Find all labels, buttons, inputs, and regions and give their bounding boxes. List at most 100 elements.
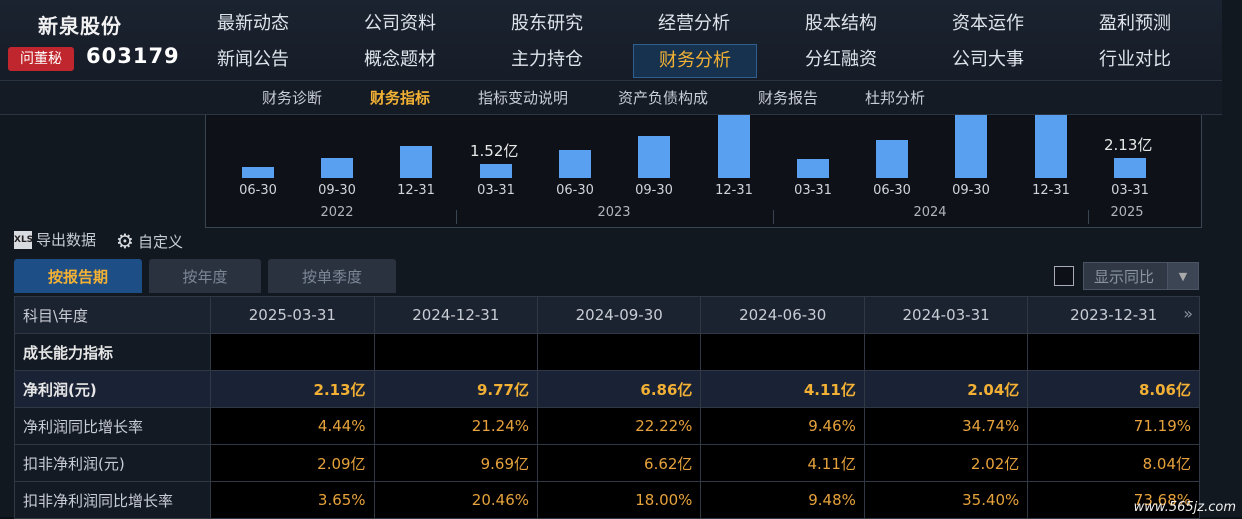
chevron-down-icon: ▼	[1167, 263, 1198, 289]
table-cell: 4.11亿	[700, 370, 865, 408]
table-row[interactable]: 净利润(元) 2.13亿 9.77亿 6.86亿 4.11亿 2.04亿 8.06亿	[13, 370, 1200, 408]
table-cell: 21.24%	[373, 407, 539, 445]
x-tick-label: 09-30	[318, 183, 356, 198]
tab-by-report-period[interactable]: 按报告期	[14, 259, 142, 293]
nav-item[interactable]: 盈利预测	[1099, 13, 1171, 34]
table-cell: 6.86亿	[536, 370, 702, 408]
table-cell: 8.06亿	[1027, 370, 1200, 408]
compare-label: 显示同比	[1094, 268, 1155, 286]
sub-navigation: 财务诊断 财务指标 指标变动说明 资产负债构成 财务报告 杜邦分析	[0, 80, 1222, 114]
subnav-item[interactable]: 财务报告	[758, 89, 819, 107]
row-label: 扣非净利润同比增长率	[13, 481, 212, 519]
nav-item[interactable]: 分红融资	[805, 49, 877, 70]
table-cell	[536, 333, 702, 371]
row-label: 净利润同比增长率	[13, 407, 212, 445]
nav-item[interactable]: 财务分析	[633, 44, 757, 78]
table-section-row: 成长能力指标	[13, 333, 1200, 371]
chart-bar[interactable]	[321, 157, 353, 178]
column-header: 2024-09-30	[536, 296, 702, 334]
nav-item[interactable]: 公司大事	[952, 49, 1024, 70]
chart-bar[interactable]	[876, 140, 908, 178]
table-row[interactable]: 净利润同比增长率 4.44% 21.24% 22.22% 9.46% 34.74% 71.1…	[13, 407, 1200, 445]
nav-item[interactable]: 资本运作	[952, 13, 1024, 34]
ask-secretary-button[interactable]: 问董秘	[8, 47, 74, 71]
x-tick-label: 03-31	[1111, 183, 1149, 198]
subnav-item[interactable]: 杜邦分析	[865, 89, 926, 107]
x-tick-label: 12-31	[715, 183, 753, 198]
column-header: 2025-03-31	[210, 296, 375, 334]
chart-bar[interactable]	[400, 145, 432, 178]
compare-select[interactable]: 显示同比 ▼	[1083, 262, 1199, 290]
nav-item[interactable]: 主力持仓	[511, 49, 583, 70]
table-cell: 3.65%	[210, 481, 375, 519]
subnav-item[interactable]: 财务诊断	[262, 89, 323, 107]
table-row[interactable]: 扣非净利润同比增长率 3.65% 20.46% 18.00% 9.48% 35.40% 73…	[13, 481, 1200, 519]
year-label: 2023	[597, 205, 631, 220]
table-cell: 2.04亿	[863, 370, 1029, 408]
x-tick-label: 06-30	[239, 183, 277, 198]
tab-by-year[interactable]: 按年度	[149, 259, 261, 293]
stock-header: 新泉股份 问董秘 603179 最新动态 公司资料 股东研究 经营分析 股本结构 资本运作…	[0, 0, 1222, 115]
table-cell	[373, 333, 539, 371]
customize-label: 自定义	[137, 232, 183, 251]
year-separator	[456, 210, 457, 224]
table-cell: 71.19%	[1027, 407, 1200, 445]
chart-bar[interactable]	[242, 166, 274, 178]
table-cell: 2.13亿	[210, 370, 375, 408]
double-chevron-right-icon[interactable]: »	[1183, 304, 1193, 323]
table-cell: 9.77亿	[373, 370, 539, 408]
company-name: 新泉股份	[38, 14, 122, 38]
x-tick-label: 12-31	[397, 183, 435, 198]
nav-item[interactable]: 最新动态	[217, 13, 289, 34]
watermark: www.565jz.com	[1133, 500, 1236, 515]
table-cell: 2.02亿	[863, 444, 1029, 482]
year-label: 2022	[320, 205, 354, 220]
nav-item[interactable]: 经营分析	[658, 13, 730, 34]
chart-bar[interactable]	[559, 150, 591, 178]
chart-bar[interactable]	[955, 114, 987, 178]
chart-bar[interactable]	[718, 106, 750, 178]
stock-code: 603179	[86, 44, 180, 68]
table-cell	[700, 333, 865, 371]
nav-item[interactable]: 股东研究	[511, 13, 583, 34]
compare-checkbox[interactable]	[1054, 266, 1074, 286]
export-label: 导出数据	[36, 231, 97, 249]
subnav-item[interactable]: 指标变动说明	[478, 89, 569, 107]
table-row[interactable]: 扣非净利润(元) 2.09亿 9.69亿 6.62亿 4.11亿 2.02亿 8.04亿	[13, 444, 1200, 482]
column-header: 2024-06-30	[700, 296, 865, 334]
subnav-item[interactable]: 财务指标	[370, 89, 431, 107]
year-separator	[773, 210, 774, 224]
tab-by-quarter[interactable]: 按单季度	[268, 259, 396, 293]
chart-bar[interactable]	[480, 164, 512, 178]
nav-item[interactable]: 股本结构	[805, 13, 877, 34]
year-separator	[1088, 210, 1089, 224]
chart-bar[interactable]	[1035, 106, 1067, 178]
x-tick-label: 03-31	[477, 183, 515, 198]
nav-item[interactable]: 行业对比	[1099, 49, 1171, 70]
column-header-label: 2023-12-31	[1070, 306, 1158, 324]
export-data-button[interactable]: XLS 导出数据	[14, 229, 96, 250]
table-cell: 9.46%	[700, 407, 865, 445]
table-cell: 8.04亿	[1027, 444, 1200, 482]
customize-button[interactable]: ⚙ 自定义	[116, 229, 183, 253]
chart-bar[interactable]	[1114, 158, 1146, 178]
year-label: 2024	[913, 205, 947, 220]
chart-bar[interactable]	[797, 159, 829, 178]
nav-item[interactable]: 新闻公告	[217, 49, 289, 70]
table-header-row: 科目\年度 2025-03-31 2024-12-31 2024-09-30 2…	[13, 296, 1200, 334]
table-cell: 22.22%	[536, 407, 702, 445]
chart-bar[interactable]	[638, 135, 670, 178]
x-tick-label: 09-30	[952, 183, 990, 198]
table-cell	[210, 333, 375, 371]
subnav-item[interactable]: 资产负债构成	[618, 89, 709, 107]
table-cell	[1027, 333, 1200, 371]
nav-item[interactable]: 概念题材	[364, 49, 436, 70]
x-tick-label: 06-30	[556, 183, 594, 198]
x-tick-label: 03-31	[794, 183, 832, 198]
table-cell: 9.69亿	[373, 444, 539, 482]
nav-item[interactable]: 公司资料	[364, 13, 436, 34]
table-cell: 6.62亿	[536, 444, 702, 482]
bar-data-label: 1.52亿	[470, 142, 519, 161]
column-header: 2024-12-31	[373, 296, 539, 334]
net-profit-chart: 06-30 09-30 12-31 03-31 1.52亿 06-30 09-30 12-31…	[205, 106, 1202, 228]
